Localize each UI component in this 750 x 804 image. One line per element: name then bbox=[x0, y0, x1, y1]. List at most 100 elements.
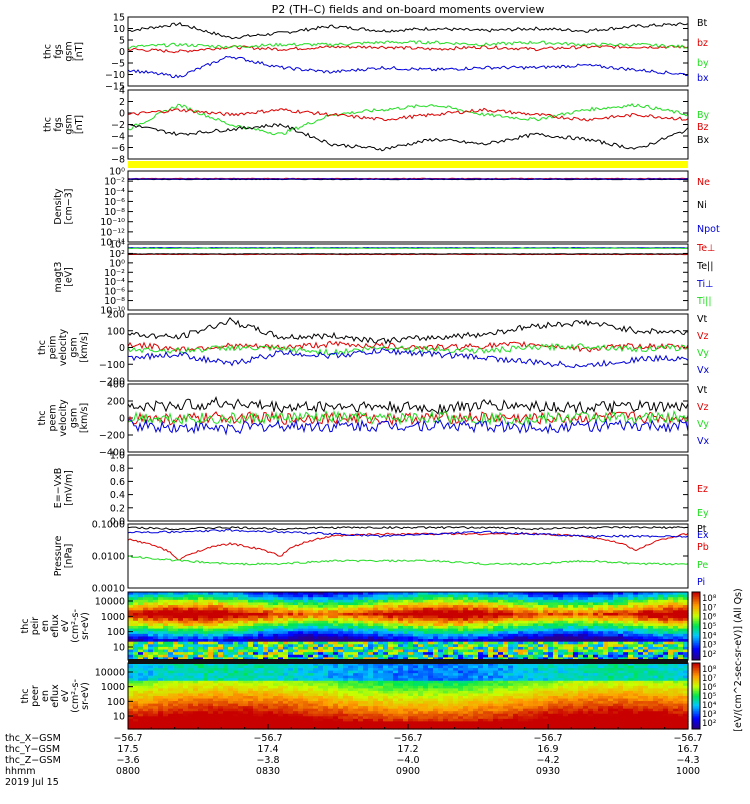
legend-Npot: Npot bbox=[697, 224, 720, 235]
ylabel-line: Density bbox=[53, 188, 64, 224]
ylabel-line: sr-eV) bbox=[80, 612, 91, 640]
panel-ylabel: Pressure[nPa] bbox=[53, 536, 75, 577]
ytick-label: 1000 bbox=[101, 612, 125, 623]
legend-Pi: Pi bbox=[697, 577, 705, 588]
ylabel-line: peim bbox=[48, 336, 59, 360]
ytick-label: 200 bbox=[107, 397, 125, 408]
series-line-bx bbox=[128, 56, 688, 77]
ylabel-line: magt3 bbox=[53, 262, 64, 293]
ytick-label: −100 bbox=[99, 360, 125, 371]
ylabel-line: gsm bbox=[63, 41, 74, 61]
ylabel-line: gsm bbox=[63, 114, 74, 134]
ytick-label: 1.0 bbox=[110, 451, 125, 462]
ytick-label: 100 bbox=[107, 627, 125, 638]
ylabel-line: E=−VxB bbox=[53, 468, 64, 509]
ytick-label: 0.8 bbox=[110, 464, 125, 475]
ytick-label: −8 bbox=[111, 155, 125, 166]
ylabel-line: peem bbox=[48, 405, 59, 432]
series-line-Vt bbox=[128, 318, 688, 344]
legend-Vy: Vy bbox=[697, 348, 709, 359]
ytick-label: −4 bbox=[111, 132, 125, 143]
ylabel-line: thc bbox=[42, 44, 53, 59]
ylabel-line: velocity bbox=[58, 399, 69, 437]
panel-frame bbox=[128, 455, 688, 521]
legend-Bt: Bt bbox=[697, 18, 708, 29]
panel-ylabel: thcpeimvelocitygsm[km/s] bbox=[37, 329, 90, 367]
legend-Pe: Pe bbox=[697, 560, 708, 571]
legend-Vx: Vx bbox=[697, 365, 709, 376]
ytick-label: 10 bbox=[113, 643, 125, 654]
panel-ylabel: magt3[eV] bbox=[53, 262, 75, 293]
legend-Vy: Vy bbox=[697, 419, 709, 430]
series-line-bz bbox=[128, 45, 688, 52]
legend-bz: bz bbox=[697, 38, 708, 49]
legend-Ti⊥: Ti⊥ bbox=[696, 279, 713, 290]
panel-ylabel: thcfgsgsm[nT] bbox=[42, 41, 85, 61]
ytick-label: 100 bbox=[107, 326, 125, 337]
series-line-Ti|| bbox=[128, 248, 688, 249]
ytick-label: 10000 bbox=[95, 597, 125, 608]
legend-Te⊥: Te⊥ bbox=[696, 243, 715, 254]
ytick-label: 4 bbox=[119, 86, 125, 97]
series-line-Pe bbox=[128, 556, 688, 565]
ytick-label: −6 bbox=[111, 143, 125, 154]
ytick-label: 10 bbox=[113, 24, 125, 35]
ylabel-line: [cm−3] bbox=[63, 189, 74, 225]
legend-Ni: Ni bbox=[697, 200, 707, 211]
panel-frame bbox=[128, 171, 688, 242]
series-line-By bbox=[128, 104, 688, 135]
ytick-label: 0 bbox=[119, 109, 125, 120]
legend-bx: bx bbox=[697, 73, 709, 84]
series-line-Bz bbox=[128, 108, 688, 121]
ytick-label: −5 bbox=[111, 59, 125, 70]
figure-title: P2 (TH–C) fields and on-board moments ov… bbox=[272, 3, 545, 16]
ylabel-line: fgs bbox=[53, 44, 64, 58]
series-line-Pt bbox=[128, 527, 688, 530]
ytick-label: 400 bbox=[107, 380, 125, 391]
panel-frame bbox=[128, 90, 688, 159]
ylabel-line: [km/s] bbox=[79, 403, 90, 433]
series-line-Vy bbox=[128, 411, 688, 424]
legend-Bz: Bz bbox=[697, 122, 709, 133]
legend-Pt: Pt bbox=[697, 524, 707, 535]
ytick-label: 200 bbox=[107, 310, 125, 321]
legend-Vt: Vt bbox=[697, 314, 707, 325]
legend-Vz: Vz bbox=[697, 402, 709, 413]
ylabel-line: [km/s] bbox=[79, 332, 90, 362]
series-line-Vt bbox=[128, 398, 688, 414]
ylabel-line: thc bbox=[37, 340, 48, 355]
legend-Ez: Ez bbox=[697, 484, 708, 495]
ylabel-line: gsm bbox=[69, 408, 80, 428]
legend-By: By bbox=[697, 110, 710, 121]
ytick-label: −10 bbox=[105, 70, 125, 81]
panel-frame bbox=[128, 17, 688, 86]
legend-Vz: Vz bbox=[697, 331, 709, 342]
ylabel-line: [nPa] bbox=[63, 544, 74, 569]
legend-by: by bbox=[697, 58, 709, 69]
ytick-label: 0.1000 bbox=[92, 520, 125, 531]
ylabel-line: [eV] bbox=[63, 267, 74, 287]
panel-ylabel: E=−VxB[mV/m] bbox=[53, 468, 75, 509]
panel-ylabel: Density[cm−3] bbox=[53, 188, 75, 224]
series-line-Bx bbox=[128, 124, 688, 151]
legend-Ti||: Ti|| bbox=[696, 296, 712, 307]
series-line-Vx bbox=[128, 349, 688, 368]
legend-Ne: Ne bbox=[697, 177, 710, 188]
ylabel-line: gsm bbox=[69, 337, 80, 357]
panel-ylabel: thcpeemvelocitygsm[km/s] bbox=[37, 399, 90, 437]
legend-Pb: Pb bbox=[697, 542, 709, 553]
ytick-label: −2 bbox=[111, 120, 125, 131]
ylabel-line: [nT] bbox=[74, 115, 85, 134]
ytick-label: −200 bbox=[99, 431, 125, 442]
ytick-label: 0.0010 bbox=[92, 584, 125, 595]
ytick-label: 5 bbox=[119, 36, 125, 47]
ytick-label: 0 bbox=[119, 47, 125, 58]
ytick-label: 0 bbox=[119, 343, 125, 354]
ytick-label: 15 bbox=[113, 13, 125, 24]
ylabel-line: [nT] bbox=[74, 42, 85, 61]
ytick-label: 0.6 bbox=[110, 477, 125, 488]
ytick-label: 0.4 bbox=[110, 490, 125, 501]
legend-Vx: Vx bbox=[697, 436, 709, 447]
ylabel-line: Pressure bbox=[53, 536, 64, 577]
